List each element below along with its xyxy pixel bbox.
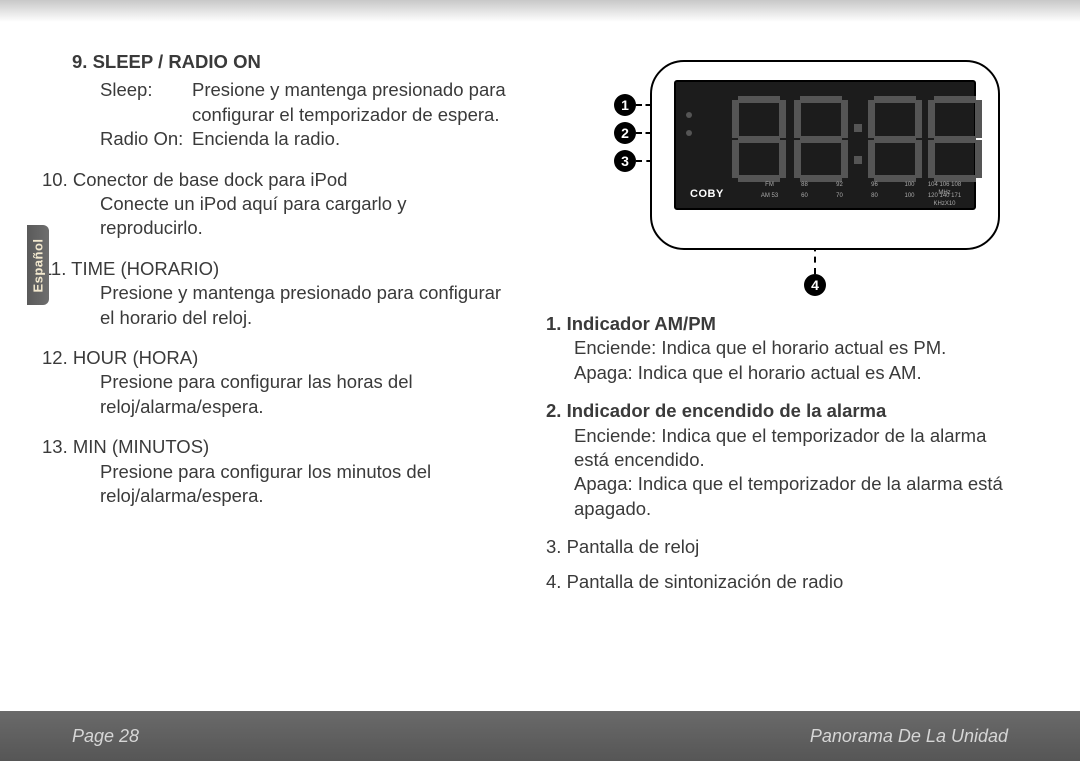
device-figure: COBY FM 88 92 96 100 104 106 108 MHz <box>576 60 1008 298</box>
right-item-1-head: 1. Indicador AM/PM <box>576 312 1008 336</box>
callout-1: 1 <box>614 94 636 116</box>
right-item-1-on: Enciende: Indica que el horario actual e… <box>574 336 1008 360</box>
heading-9-title: SLEEP / RADIO ON <box>93 51 261 72</box>
am-scale: AM 53 60 70 80 100 120 140 171 KHzX10 <box>752 193 962 209</box>
digit-1-icon <box>732 96 786 182</box>
sleep-label: Sleep: <box>100 78 192 127</box>
callout-4: 4 <box>804 274 826 296</box>
item-12-lead: 12. HOUR (HORA) <box>72 346 510 370</box>
alarm-indicator-icon <box>686 130 692 136</box>
left-column: 9. SLEEP / RADIO ON Sleep: Presione y ma… <box>72 50 510 690</box>
item-11-body: Presione y mantenga presionado para conf… <box>100 281 510 330</box>
item-13-body: Presione para configurar los minutos del… <box>100 460 510 509</box>
right-item-1: 1. Indicador AM/PM Enciende: Indica que … <box>546 312 1008 385</box>
digit-4-icon <box>928 96 982 182</box>
item-13-lead: 13. MIN (MINUTOS) <box>72 435 510 459</box>
tuning-scale: FM 88 92 96 100 104 106 108 MHz AM 53 60 <box>752 182 962 202</box>
brand-label: COBY <box>690 187 724 202</box>
item-11: 11. TIME (HORARIO) Presione y mantenga p… <box>72 257 510 330</box>
digit-2-icon <box>794 96 848 182</box>
right-item-3-text: 3. Pantalla de reloj <box>576 535 1008 559</box>
colon-icon <box>854 118 862 170</box>
item-10-body: Conecte un iPod aquí para cargarlo y rep… <box>100 192 510 241</box>
right-item-1-off: Apaga: Indica que el horario actual es A… <box>574 361 1008 385</box>
ampm-indicator-icon <box>686 112 692 118</box>
right-item-4: 4. Pantalla de sintonización de radio <box>546 570 1008 594</box>
manual-page: Español 9. SLEEP / RADIO ON Sleep: Presi… <box>0 0 1080 761</box>
item-11-lead: 11. TIME (HORARIO) <box>72 257 510 281</box>
item-12-body: Presione para configurar las horas del r… <box>100 370 510 419</box>
footer-section-title: Panorama De La Unidad <box>810 726 1008 747</box>
heading-9: 9. SLEEP / RADIO ON <box>72 50 510 74</box>
item-10-lead: 10. Conector de base dock para iPod <box>72 168 510 192</box>
footer-page-number: Page 28 <box>72 726 139 747</box>
right-item-4-text: 4. Pantalla de sintonización de radio <box>576 570 1008 594</box>
sleep-text: Presione y mantenga presionado para conf… <box>192 78 510 127</box>
right-item-2-head: 2. Indicador de encendido de la alarma <box>576 399 1008 423</box>
right-item-2-off: Apaga: Indica que el temporizador de la … <box>574 472 1008 521</box>
right-item-2-on: Enciende: Indica que el temporizador de … <box>574 424 1008 473</box>
right-item-3: 3. Pantalla de reloj <box>546 535 1008 559</box>
content-columns: 9. SLEEP / RADIO ON Sleep: Presione y ma… <box>72 50 1008 690</box>
device-outline: COBY FM 88 92 96 100 104 106 108 MHz <box>650 60 1000 250</box>
item-13: 13. MIN (MINUTOS) Presione para configur… <box>72 435 510 508</box>
item-12: 12. HOUR (HORA) Presione para configurar… <box>72 346 510 419</box>
right-column: COBY FM 88 92 96 100 104 106 108 MHz <box>546 50 1008 690</box>
right-item-2: 2. Indicador de encendido de la alarma E… <box>546 399 1008 521</box>
digit-3-icon <box>868 96 922 182</box>
radio-on-row: Radio On: Encienda la radio. <box>100 127 510 151</box>
device-display: COBY FM 88 92 96 100 104 106 108 MHz <box>674 80 976 210</box>
heading-9-number: 9. <box>72 51 87 72</box>
language-tab: Español <box>27 225 49 305</box>
right-list: 1. Indicador AM/PM Enciende: Indica que … <box>546 312 1008 594</box>
sleep-row: Sleep: Presione y mantenga presionado pa… <box>100 78 510 127</box>
page-footer: Page 28 Panorama De La Unidad <box>0 711 1080 761</box>
callout-3: 3 <box>614 150 636 172</box>
callout-2: 2 <box>614 122 636 144</box>
language-tab-label: Español <box>31 238 46 292</box>
radio-on-label: Radio On: <box>100 127 192 151</box>
item-10: 10. Conector de base dock para iPod Cone… <box>72 168 510 241</box>
radio-on-text: Encienda la radio. <box>192 127 340 151</box>
